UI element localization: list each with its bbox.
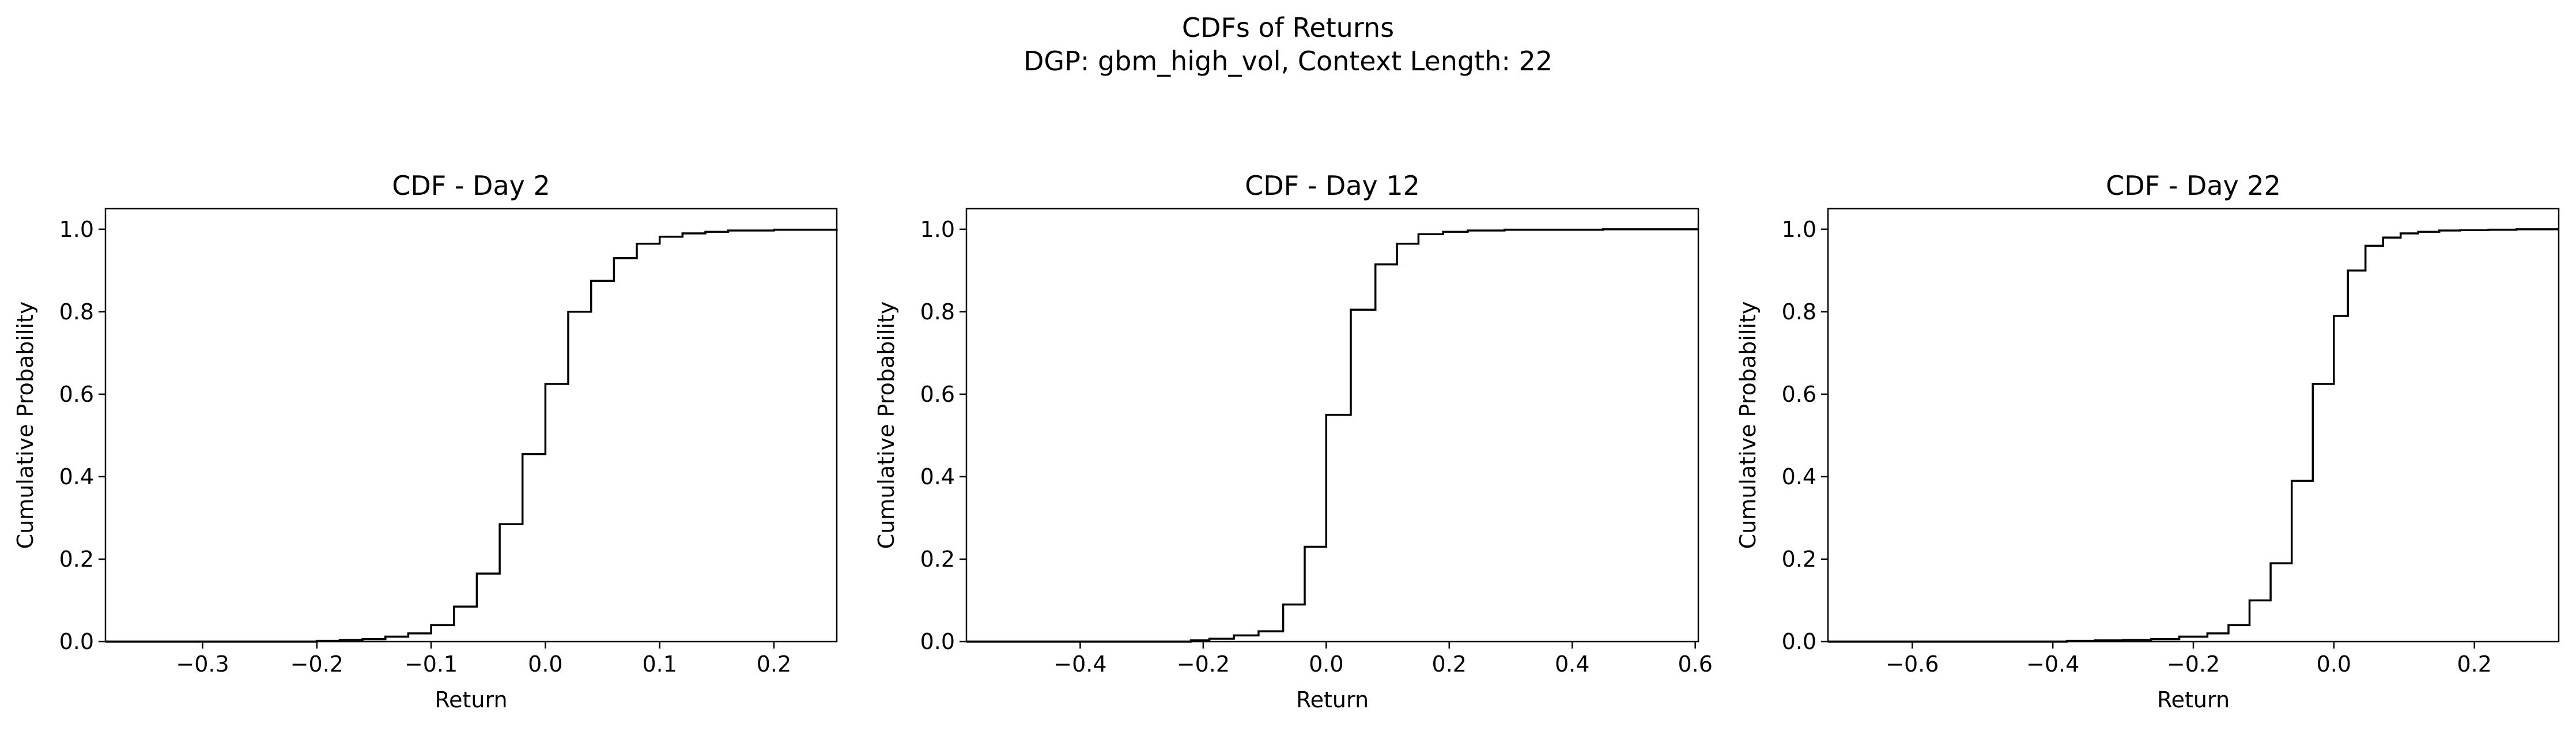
y-tick-label: 0.0: [1782, 629, 1816, 654]
x-tick-label: −0.3: [176, 651, 229, 677]
y-axis-label: Cumulative Probability: [13, 301, 38, 549]
y-tick-label: 0.8: [920, 299, 955, 325]
subplots: CDF - Day 2 −0.3 −0.2 −0.1 0.0 0.1 0.2 0.0 0.2 0.…: [13, 170, 2560, 713]
y-tick-label: 0.6: [1782, 382, 1816, 407]
panel-title: CDF - Day 2: [392, 170, 550, 201]
subplot-1: CDF - Day 2 −0.3 −0.2 −0.1 0.0 0.1 0.2 0.0 0.2 0.…: [13, 170, 838, 713]
x-tick-label: −0.2: [2167, 651, 2220, 677]
y-tick-label: 1.0: [1782, 217, 1816, 242]
y-tick-label: 0.2: [59, 546, 94, 572]
figure-subtitle: DGP: gbm_high_vol, Context Length: 22: [1023, 46, 1553, 77]
y-tick-label: 0.2: [1782, 546, 1816, 572]
x-tick-label: −0.6: [1886, 651, 1939, 677]
x-tick-label: −0.4: [2026, 651, 2079, 677]
y-tick-label: 0.4: [1782, 464, 1816, 489]
x-tick-label: −0.1: [405, 651, 458, 677]
axes-frame: [965, 208, 1699, 643]
y-axis-label: Cumulative Probability: [874, 301, 899, 549]
y-tick-label: 0.6: [920, 382, 955, 407]
y-tick-label: 0.4: [920, 464, 955, 489]
y-tick-label: 0.8: [59, 299, 94, 325]
x-axis-label: Return: [2157, 687, 2230, 713]
x-tick-label: 0.1: [642, 651, 677, 677]
figure-title: CDFs of Returns: [1182, 12, 1394, 43]
panel-title: CDF - Day 12: [1245, 170, 1420, 201]
x-tick-label: 0.0: [2317, 651, 2351, 677]
y-tick-label: 0.8: [1782, 299, 1816, 325]
x-tick-label: 0.0: [528, 651, 562, 677]
y-axis-label: Cumulative Probability: [1735, 301, 1761, 549]
subplot-2: CDF - Day 12 −0.4 −0.2 0.0 0.2 0.4 0.6 0.0 0.2 0.…: [874, 170, 1713, 713]
x-axis-label: Return: [1296, 687, 1369, 713]
y-tick-label: 0.4: [59, 464, 94, 489]
y-tick-label: 0.0: [920, 629, 955, 654]
cdf-step-line: [105, 228, 838, 643]
x-tick-label: −0.4: [1053, 651, 1106, 677]
x-tick-label: 0.2: [1432, 651, 1467, 677]
axes-frame: [104, 208, 838, 643]
x-tick-label: −0.2: [1177, 651, 1230, 677]
x-tick-label: 0.4: [1555, 651, 1589, 677]
y-tick-label: 1.0: [59, 217, 94, 242]
cdf-step-line: [966, 228, 1698, 643]
x-tick-label: −0.2: [290, 651, 343, 677]
x-tick-label: 0.2: [757, 651, 791, 677]
y-tick-label: 1.0: [920, 217, 955, 242]
y-tick-label: 0.0: [59, 629, 94, 654]
x-tick-label: 0.6: [1678, 651, 1712, 677]
y-tick-label: 0.2: [920, 546, 955, 572]
subplot-3: CDF - Day 22 −0.6 −0.4 −0.2 0.0 0.2 0.0 0.2 0.4 0…: [1735, 170, 2560, 713]
x-tick-label: 0.2: [2457, 651, 2491, 677]
panel-title: CDF - Day 22: [2106, 170, 2281, 201]
cdf-step-line: [1828, 228, 2559, 643]
x-axis-label: Return: [435, 687, 507, 713]
y-tick-label: 0.6: [59, 382, 94, 407]
x-tick-label: 0.0: [1309, 651, 1343, 677]
